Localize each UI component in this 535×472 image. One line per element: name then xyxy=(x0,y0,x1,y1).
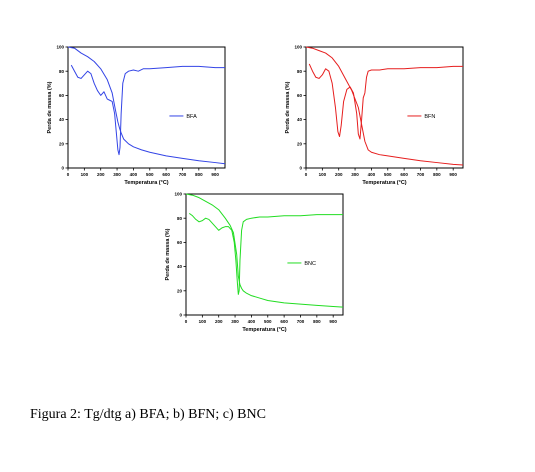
x-tick-label: 100 xyxy=(199,319,207,324)
plot-frame xyxy=(185,193,344,316)
plot-frame xyxy=(67,46,226,169)
x-tick-label: 300 xyxy=(231,319,239,324)
x-tick-label: 400 xyxy=(130,172,138,177)
series-line-dtg xyxy=(308,63,463,140)
x-tick-label: 500 xyxy=(384,172,392,177)
x-tick-label: 400 xyxy=(248,319,256,324)
x-tick-label: 800 xyxy=(195,172,203,177)
y-tick-label: 20 xyxy=(177,288,183,293)
y-tick-label: 60 xyxy=(297,93,303,98)
legend-label: BFA xyxy=(186,114,197,120)
y-axis-title: Perda de massa (%) xyxy=(165,228,171,280)
x-tick-label: 100 xyxy=(81,172,89,177)
plot-frame xyxy=(305,46,464,169)
x-axis-title: Temperatura (°C) xyxy=(362,180,406,186)
series-line-tg xyxy=(67,46,226,165)
legend-label: BFN xyxy=(424,114,435,120)
y-tick-label: 100 xyxy=(174,192,182,197)
chart-panel-bfn: 0 100 200 300 400 500 600 700 800 900 0 20 40 60 80 100… xyxy=(266,38,476,190)
y-tick-label: 0 xyxy=(61,166,64,171)
x-tick-label: 700 xyxy=(179,172,187,177)
chart-bfa: 0 100 200 300 400 500 600 700 800 900 0 20 40 60 80 100… xyxy=(47,45,226,186)
x-tick-label: 900 xyxy=(449,172,457,177)
y-tick-label: 20 xyxy=(297,141,303,146)
y-tick-label: 20 xyxy=(59,141,65,146)
legend-label: BNC xyxy=(304,261,316,267)
x-tick-label: 800 xyxy=(433,172,441,177)
x-tick-label: 300 xyxy=(351,172,359,177)
y-tick-label: 0 xyxy=(299,166,302,171)
y-tick-label: 40 xyxy=(59,117,65,122)
x-tick-label: 600 xyxy=(162,172,170,177)
x-tick-label: 700 xyxy=(297,319,305,324)
x-tick-label: 200 xyxy=(97,172,105,177)
x-tick-label: 0 xyxy=(185,319,188,324)
x-tick-label: 100 xyxy=(319,172,327,177)
x-tick-label: 500 xyxy=(264,319,272,324)
chart-panel-bfa: 0 100 200 300 400 500 600 700 800 900 0 20 40 60 80 100… xyxy=(28,38,238,190)
chart-panel-bnc: 0 100 200 300 400 500 600 700 800 900 0 20 40 60 80 100… xyxy=(146,185,356,337)
y-tick-label: 80 xyxy=(297,69,303,74)
x-axis-title: Temperatura (°C) xyxy=(242,327,286,333)
y-axis-title: Perda de massa (%) xyxy=(285,81,291,133)
x-axis-title: Temperatura (°C) xyxy=(124,180,168,186)
x-tick-label: 200 xyxy=(335,172,343,177)
x-tick-label: 500 xyxy=(146,172,154,177)
x-tick-label: 0 xyxy=(305,172,308,177)
y-tick-label: 100 xyxy=(294,45,302,50)
y-axis-title: Perda de massa (%) xyxy=(47,81,53,133)
x-tick-label: 900 xyxy=(211,172,219,177)
y-tick-label: 60 xyxy=(59,93,65,98)
x-tick-label: 700 xyxy=(417,172,425,177)
y-tick-label: 80 xyxy=(177,216,183,221)
x-tick-label: 0 xyxy=(67,172,70,177)
y-tick-label: 60 xyxy=(177,240,183,245)
y-tick-label: 40 xyxy=(177,264,183,269)
x-tick-label: 200 xyxy=(215,319,223,324)
x-tick-label: 800 xyxy=(313,319,321,324)
x-tick-label: 600 xyxy=(280,319,288,324)
x-tick-label: 400 xyxy=(368,172,376,177)
chart-bfn: 0 100 200 300 400 500 600 700 800 900 0 20 40 60 80 100… xyxy=(285,45,464,186)
series-line-tg xyxy=(185,193,344,308)
y-tick-label: 40 xyxy=(297,117,303,122)
series-line-dtg xyxy=(70,64,225,156)
series-line-tg xyxy=(305,46,464,166)
series-line-dtg xyxy=(188,212,343,295)
y-tick-label: 100 xyxy=(56,45,64,50)
y-tick-label: 0 xyxy=(179,313,182,318)
figure-caption: Figura 2: Tg/dtg a) BFA; b) BFN; c) BNC xyxy=(30,407,266,422)
x-tick-label: 900 xyxy=(329,319,337,324)
x-tick-label: 300 xyxy=(113,172,121,177)
y-tick-label: 80 xyxy=(59,69,65,74)
x-tick-label: 600 xyxy=(400,172,408,177)
chart-bnc: 0 100 200 300 400 500 600 700 800 900 0 20 40 60 80 100… xyxy=(165,192,344,333)
